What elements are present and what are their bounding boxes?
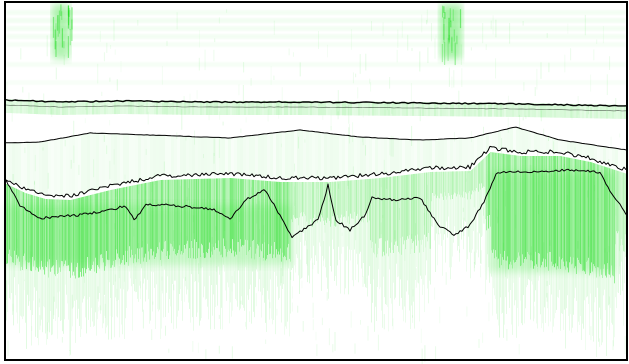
- boundary-line-1-lower: [5, 104, 627, 112]
- green-signal-bands: [6, 4, 628, 357]
- boundary-line-1: [5, 99, 628, 107]
- image-frame: [4, 1, 628, 361]
- boundary-line-3: [5, 145, 627, 198]
- boundary-line-4: [5, 168, 627, 239]
- boundary-lines: [5, 99, 628, 239]
- boundary-line-2: [6, 126, 628, 151]
